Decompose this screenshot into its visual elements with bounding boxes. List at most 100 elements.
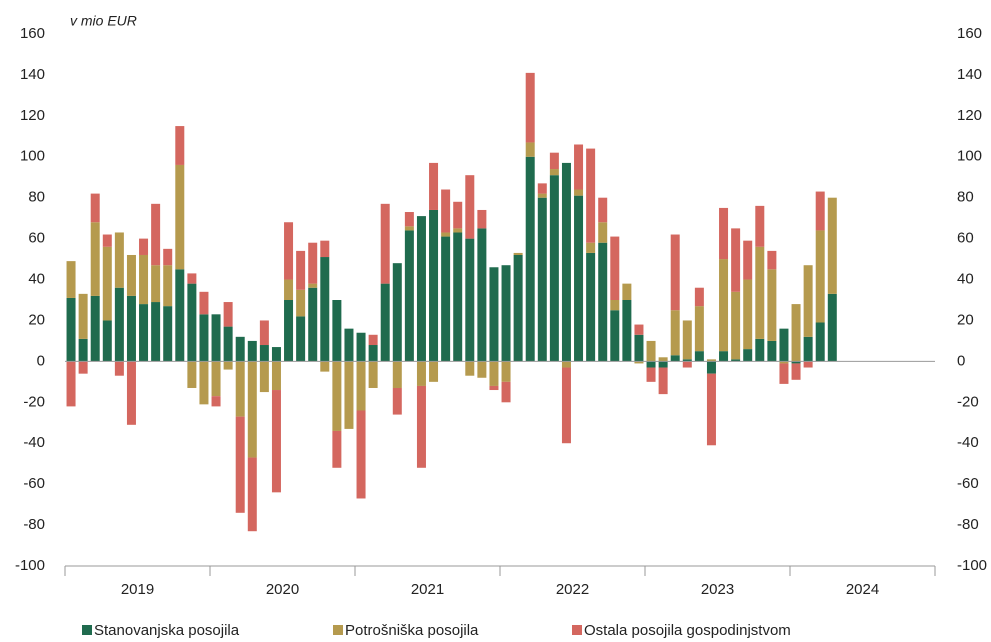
bar-segment [392,387,402,415]
bar-segment [803,336,813,362]
bar-segment [743,279,753,350]
bar-segment [465,361,475,376]
bar-segment [271,347,281,362]
bar-segment [719,207,729,260]
x-tick-label: 2024 [846,581,879,598]
bar-segment [827,293,837,362]
bar-segment [296,316,306,362]
y-tick-label: -60 [23,475,45,492]
y2-tick-label: 160 [957,25,982,42]
bar-segment [126,254,136,296]
bar-segment [199,314,209,362]
x-tick-label: 2023 [701,581,734,598]
bar-segment [574,144,584,190]
bar-segment [731,291,741,360]
bar-segment [803,265,813,337]
y-tick-label: -80 [23,516,45,533]
y-tick-label: -100 [15,557,45,574]
legend-swatch [82,625,92,635]
bar-segment [66,361,76,407]
y2-tick-label: 140 [957,66,982,83]
bar-segment [658,361,668,368]
legend-label: Potrošniška posojila [345,622,479,639]
bar-segment [755,338,765,362]
y-tick-label: 80 [28,189,45,206]
bar-segment [646,367,656,382]
bar-segment [187,283,197,362]
bar-segment [719,351,729,362]
bar-segment [356,410,366,499]
bar-segment [610,310,620,362]
bar-segment [223,302,233,327]
y2-tick-label: 20 [957,311,974,328]
bar-segment [525,156,535,362]
bar-segment [308,242,318,284]
bar-segment [610,300,620,311]
bar-segment [815,191,825,231]
bar-segment [598,242,608,362]
bar-segment [259,320,269,346]
bar-segment [416,361,426,386]
bar-segment [513,252,523,255]
y2-tick-label: 100 [957,148,982,165]
bar-segment [658,357,668,362]
bar-segment [682,320,692,360]
bar-segment [235,416,245,513]
bar-segment [368,361,378,388]
bar-segment [151,302,161,362]
y2-tick-label: 60 [957,230,974,247]
bar-segment [78,361,88,374]
bar-segment [574,195,584,362]
bar-segment [646,340,656,362]
bar-segment [670,310,680,356]
bar-segment [102,246,112,321]
y2-tick-label: -80 [957,516,979,533]
bar-segment [78,293,88,339]
bar-segment [223,326,233,362]
bar-segment [284,300,294,362]
bar-segment [477,209,487,229]
bar-segment [114,232,124,288]
bar-segment [223,361,233,370]
bar-segment [489,267,499,362]
bar-segment [767,269,777,341]
bar-segment [537,193,547,198]
bar-segment [102,320,112,362]
bar-segment [537,183,547,194]
bar-segment [779,363,789,384]
y-tick-label: -20 [23,393,45,410]
bar-segment [429,361,439,382]
bar-segment [332,361,342,431]
bar-segment [139,304,149,362]
bar-segment [743,349,753,362]
bar-segment [525,72,535,143]
bar-segment [356,361,366,411]
bar-segment [139,254,149,305]
y-tick-label: -40 [23,434,45,451]
bar-segment [90,295,100,362]
bar-segment [380,203,390,284]
bar-segment [320,240,330,258]
bar-segment [320,361,330,372]
bar-segment [441,236,451,362]
bar-segment [622,300,632,362]
bar-segment [308,283,318,288]
y2-tick-label: -20 [957,393,979,410]
x-tick-label: 2021 [411,581,444,598]
bar-segment [791,361,801,364]
bar-segment [416,385,426,468]
bar-segment [706,359,716,362]
bar-segment [392,361,402,388]
bar-segment [187,273,197,284]
bar-segment [392,263,402,362]
bar-segment [296,250,306,290]
bar-segment [755,246,765,339]
bar-segment [126,295,136,362]
bar-segment [453,201,463,229]
bar-segment [356,332,366,362]
y2-tick-label: -40 [957,434,979,451]
bar-segment [646,361,656,368]
bar-segment [66,297,76,362]
y-tick-label: 120 [20,107,45,124]
